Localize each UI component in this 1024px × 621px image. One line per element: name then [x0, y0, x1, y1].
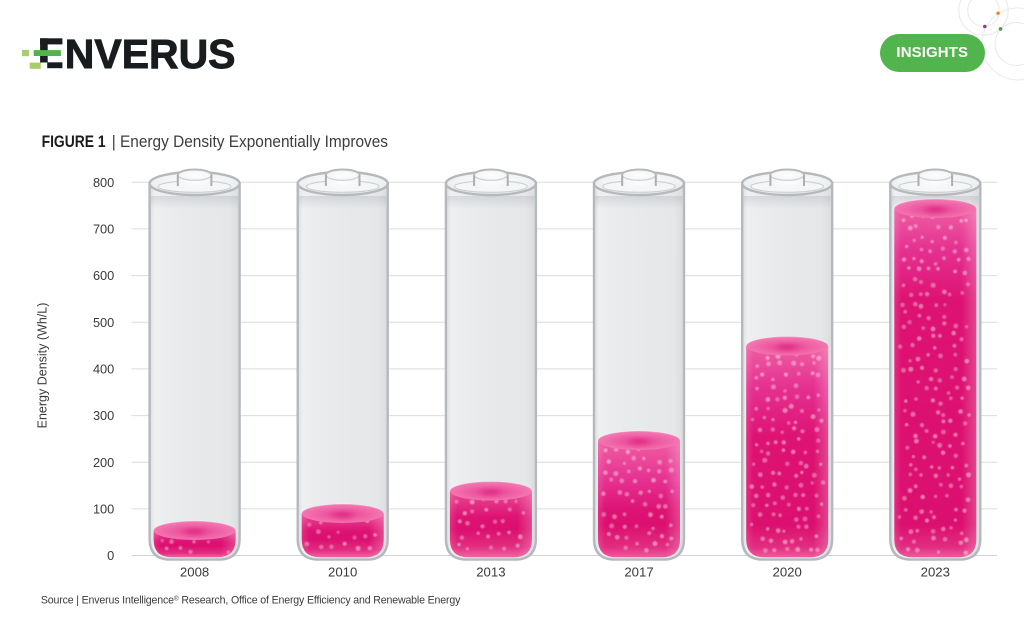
svg-text:NVERUS: NVERUS: [65, 31, 236, 77]
svg-text:800: 800: [93, 175, 114, 190]
svg-text:Energy Density (Wh/L): Energy Density (Wh/L): [36, 303, 50, 429]
svg-text:0: 0: [107, 548, 114, 563]
svg-text:| Energy Density Exponentially: | Energy Density Exponentially Improves: [112, 132, 388, 151]
svg-text:600: 600: [93, 268, 114, 283]
svg-text:2010: 2010: [328, 565, 357, 580]
svg-text:500: 500: [93, 315, 114, 330]
svg-text:100: 100: [93, 502, 114, 517]
svg-text:2017: 2017: [624, 565, 653, 580]
svg-text:2023: 2023: [921, 565, 950, 580]
svg-text:200: 200: [93, 455, 114, 470]
svg-text:FIGURE 1: FIGURE 1: [42, 132, 106, 151]
svg-text:2008: 2008: [180, 565, 209, 580]
svg-text:Source | Enverus Intelligence®: Source | Enverus Intelligence® Research,…: [41, 595, 461, 607]
svg-text:700: 700: [93, 222, 114, 237]
svg-text:2013: 2013: [476, 565, 505, 580]
svg-text:400: 400: [93, 362, 114, 377]
svg-text:300: 300: [93, 408, 114, 423]
svg-text:2020: 2020: [773, 565, 802, 580]
